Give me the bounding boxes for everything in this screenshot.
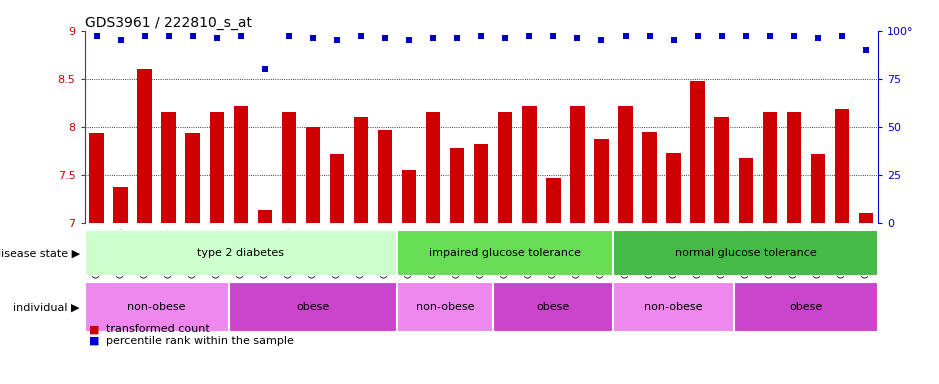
Bar: [229, 282, 397, 332]
Bar: [498, 112, 513, 223]
Bar: [546, 178, 561, 223]
Bar: [450, 148, 465, 223]
Text: ■: ■: [89, 336, 100, 346]
Text: ■: ■: [89, 324, 100, 334]
Point: [89, 33, 104, 40]
Bar: [493, 282, 613, 332]
Point: [305, 35, 320, 41]
Bar: [354, 117, 368, 223]
Text: non-obese: non-obese: [416, 302, 474, 312]
Text: type 2 diabetes: type 2 diabetes: [197, 248, 285, 258]
Point: [835, 33, 850, 40]
Point: [474, 33, 489, 40]
Point: [330, 37, 345, 43]
Bar: [835, 109, 849, 223]
Point: [425, 35, 440, 41]
Text: GDS3961 / 222810_s_at: GDS3961 / 222810_s_at: [85, 16, 252, 30]
Bar: [787, 112, 801, 223]
Bar: [397, 230, 613, 276]
Text: obese: obese: [789, 302, 823, 312]
Point: [185, 33, 200, 40]
Bar: [282, 112, 296, 223]
Point: [666, 37, 681, 43]
Bar: [377, 130, 393, 223]
Bar: [613, 230, 878, 276]
Text: percentile rank within the sample: percentile rank within the sample: [106, 336, 294, 346]
Bar: [85, 282, 229, 332]
Bar: [618, 106, 633, 223]
Bar: [733, 282, 878, 332]
Point: [498, 35, 513, 41]
Bar: [522, 106, 536, 223]
Point: [450, 35, 465, 41]
Bar: [715, 117, 729, 223]
Point: [377, 35, 393, 41]
Point: [257, 66, 272, 72]
Bar: [186, 134, 200, 223]
Point: [858, 47, 873, 53]
Bar: [306, 127, 320, 223]
Bar: [397, 282, 493, 332]
Text: non-obese: non-obese: [644, 302, 702, 312]
Bar: [85, 230, 397, 276]
Bar: [474, 144, 488, 223]
Point: [762, 33, 777, 40]
Bar: [642, 132, 656, 223]
Text: disease state ▶: disease state ▶: [0, 248, 80, 258]
Bar: [234, 106, 248, 223]
Bar: [209, 112, 224, 223]
Point: [594, 37, 609, 43]
Bar: [613, 282, 733, 332]
Bar: [859, 213, 873, 223]
Bar: [426, 112, 440, 223]
Bar: [162, 112, 176, 223]
Text: individual ▶: individual ▶: [13, 302, 80, 312]
Point: [113, 37, 128, 43]
Bar: [257, 210, 272, 223]
Bar: [89, 134, 103, 223]
Bar: [762, 112, 777, 223]
Text: non-obese: non-obese: [128, 302, 186, 312]
Point: [402, 37, 417, 43]
Text: obese: obese: [537, 302, 570, 312]
Bar: [570, 106, 585, 223]
Point: [715, 33, 730, 40]
Point: [570, 35, 585, 41]
Text: normal glucose tolerance: normal glucose tolerance: [675, 248, 817, 258]
Point: [282, 33, 297, 40]
Text: obese: obese: [297, 302, 330, 312]
Bar: [137, 69, 152, 223]
Point: [209, 35, 224, 41]
Point: [233, 33, 248, 40]
Point: [642, 33, 657, 40]
Point: [353, 33, 368, 40]
Point: [786, 33, 801, 40]
Bar: [330, 154, 345, 223]
Bar: [114, 187, 128, 223]
Bar: [738, 159, 753, 223]
Bar: [402, 170, 416, 223]
Text: transformed count: transformed count: [106, 324, 209, 334]
Point: [522, 33, 537, 40]
Point: [162, 33, 177, 40]
Point: [810, 35, 825, 41]
Bar: [810, 154, 825, 223]
Bar: [690, 81, 705, 223]
Text: impaired glucose tolerance: impaired glucose tolerance: [429, 248, 581, 258]
Point: [137, 33, 152, 40]
Point: [618, 33, 633, 40]
Bar: [594, 139, 608, 223]
Point: [690, 33, 705, 40]
Point: [546, 33, 561, 40]
Point: [738, 33, 753, 40]
Bar: [667, 152, 681, 223]
